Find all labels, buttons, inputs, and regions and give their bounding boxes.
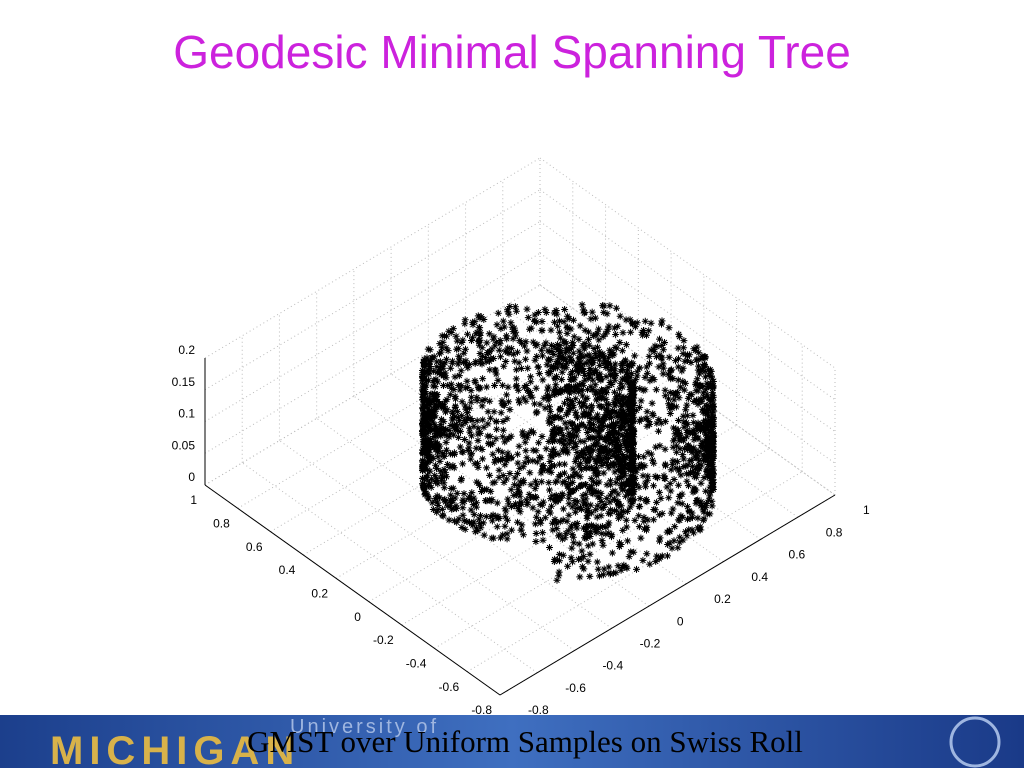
x-tick-label: 0.4	[279, 563, 296, 577]
logo-bottom: MICHIGAN	[50, 729, 300, 768]
x-tick-label: -0.4	[406, 657, 427, 671]
grid-line	[204, 284, 541, 486]
grid-line	[539, 252, 836, 464]
grid-line	[502, 306, 799, 518]
logo-top: University of	[290, 716, 439, 738]
z-tick-label: 0.05	[172, 438, 196, 452]
z-tick-label: 0	[188, 470, 195, 484]
slide-title: Geodesic Minimal Spanning Tree	[173, 26, 851, 78]
x-tick-label: -0.8	[471, 703, 492, 717]
grid-line	[539, 189, 836, 401]
y-tick-label: -0.6	[565, 681, 586, 695]
axis-line	[499, 494, 836, 696]
y-tick-label: -0.8	[528, 703, 549, 717]
y-tick-label: 0.4	[751, 570, 768, 584]
y-tick-label: 0.6	[789, 548, 806, 562]
plot: 0.2 0.15 0.1 0.05 0 1 0.8 0.6 0.4 0.2 0 -0.2 -0.4 -0.…	[172, 157, 870, 717]
grid-line	[204, 221, 541, 422]
grid-line	[434, 447, 770, 649]
grid-line	[241, 462, 538, 674]
x-tick-label: 0.6	[246, 540, 263, 554]
caption: GMST over Uniform Samples on Swiss Roll	[247, 724, 803, 759]
z-tick-label: 0.2	[178, 343, 195, 357]
grid-line	[316, 417, 612, 629]
y-tick-label: 1	[863, 503, 870, 517]
x-tick-label: -0.2	[373, 633, 394, 647]
grid-line	[204, 284, 541, 486]
z-tick-label: 0.15	[172, 375, 196, 389]
x-tick-label: 0	[354, 610, 361, 624]
x-tick-label: -0.6	[439, 680, 460, 694]
y-tick-label: 0	[677, 614, 684, 628]
grid-line	[204, 157, 541, 359]
grid-line	[390, 373, 687, 585]
x-tick-label: 0.8	[213, 517, 230, 531]
grid-line	[539, 284, 836, 496]
y-tick-label: 0.8	[826, 525, 843, 539]
grid-line	[237, 307, 574, 509]
z-tick-label: 0.1	[178, 407, 195, 421]
y-tick-label: -0.4	[602, 659, 623, 673]
grid-line	[539, 157, 836, 369]
x-tick-label: 0.2	[311, 587, 328, 601]
axis-line	[204, 484, 501, 696]
x-tick-label: 1	[190, 493, 197, 507]
banner	[0, 715, 1024, 768]
grid-line	[279, 440, 575, 651]
seal	[949, 716, 1001, 768]
y-tick-label: -0.2	[640, 637, 661, 651]
y-tick-label: 0.2	[714, 592, 731, 606]
point-cloud	[419, 301, 717, 584]
grid-line	[539, 221, 836, 432]
